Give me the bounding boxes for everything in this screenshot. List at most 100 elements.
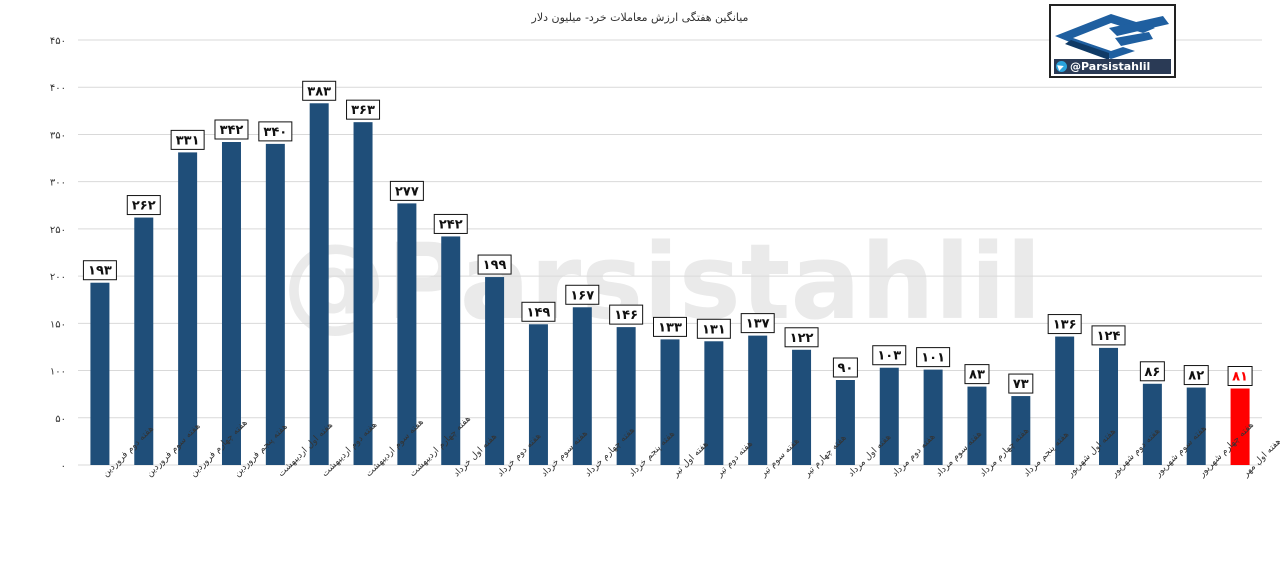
bar [528,324,548,465]
bar [265,143,285,465]
y-tick-label: ۳۰۰ [50,178,66,189]
data-label-box [258,121,293,142]
data-label: ۱۴۹ [527,305,551,320]
data-label-box [740,313,775,334]
bar [221,142,241,465]
data-label-box [126,195,161,216]
bar [485,277,505,465]
bar [134,217,154,465]
data-label: ۲۴۲ [439,217,463,232]
data-label-box [1139,361,1165,382]
data-label: ۱۰۳ [877,349,901,364]
bar [353,122,373,466]
brand-logo: @Parsistahlil [1049,4,1176,78]
data-label: ۱۲۲ [790,331,814,346]
data-labels: ۱۹۳ ۲۶۲ ۳۳۱ ۳۴۲ ۳۴۰ ۳۸۳ ۳۶۳ ۲۷۷ ۲۴۲ ۱۹۹ ۱۴۹ ۱۶۷ ۱۴۶ ۱… [82,80,1253,394]
bar [792,349,812,465]
data-label: ۸۲ [1188,369,1204,384]
data-label: ۱۳۱ [702,322,726,337]
data-label: ۹۰ [837,361,853,376]
telegram-icon [1056,61,1067,72]
bar [967,386,987,465]
data-label: ۱۰۱ [921,351,945,366]
y-tick-label: ۱۰۰ [50,367,66,378]
data-label: ۷۳ [1013,377,1029,392]
bar [178,152,198,465]
bar [1186,387,1206,465]
y-tick-label: ۳۵۰ [50,130,66,141]
data-label: ۱۳۳ [658,320,682,335]
y-tick-label: ۵۰ [55,414,66,425]
data-label: ۸۳ [969,368,985,383]
bar [572,307,592,465]
data-label: ۱۴۶ [614,308,638,323]
data-label-box [1047,314,1082,335]
bar [1142,383,1162,465]
data-label-box [302,80,337,101]
y-tick-label: ۲۰۰ [50,272,66,283]
data-label: ۸۶ [1144,365,1160,380]
data-label-box [82,260,117,281]
data-label-box [916,347,951,368]
data-label-box [346,99,381,120]
bar [1099,347,1119,465]
data-label-box [1091,325,1126,346]
data-label: ۸۱ [1232,370,1248,385]
y-tick-label: ۲۵۰ [50,225,66,236]
y-tick-label: ۴۵۰ [50,36,66,47]
data-label: ۱۳۶ [1053,318,1077,333]
logo-mark-icon [1055,14,1169,60]
data-label-box [389,180,424,201]
data-label-box [872,345,907,366]
data-label: ۱۶۷ [570,288,594,303]
bar [441,236,461,465]
data-label: ۳۴۲ [220,123,244,138]
data-label-box [832,357,858,378]
data-label-box [653,316,687,337]
bar [660,339,680,465]
bar [90,282,110,465]
data-label: ۲۷۷ [395,184,419,199]
data-label: ۱۹۹ [483,258,507,273]
data-label-box [170,129,205,150]
bar [309,103,329,466]
data-label-box [521,301,556,322]
bar [923,369,943,465]
data-label-box [214,119,249,140]
y-tick-label: ۰ [61,461,66,472]
data-label-box [1183,365,1209,386]
bar [1011,396,1031,465]
data-label: ۳۴۰ [263,125,287,140]
data-label-box [477,254,512,275]
bar [616,327,636,465]
bar [1055,336,1075,465]
data-label: ۱۲۴ [1097,329,1121,344]
bars [90,103,1250,466]
y-tick-label: ۴۰۰ [50,83,66,94]
bar [835,380,855,465]
data-label-box [964,364,990,385]
bar [879,367,899,465]
data-label: ۱۹۳ [88,264,112,279]
data-label-box [784,327,819,348]
y-tick-label: ۱۵۰ [50,319,66,330]
data-label: ۳۳۱ [176,133,200,148]
data-label: ۳۶۳ [351,103,375,118]
bar [748,335,768,465]
y-axis: ۰ ۵۰ ۱۰۰ ۱۵۰ ۲۰۰ ۲۵۰ ۳۰۰ ۳۵۰ ۴۰۰ ۴۵۰ [50,36,66,472]
data-label-box [433,213,468,234]
data-label-box [696,318,731,339]
data-label-box [609,304,644,325]
chart-title: میانگین هفتگی ارزش معاملات خرد- میلیون د… [531,11,749,24]
data-label-box [1227,366,1253,386]
bar [704,341,724,465]
logo-handle: @Parsistahlil [1054,59,1171,74]
data-label: ۱۳۷ [746,317,770,332]
data-label-box [565,284,600,305]
bar [1230,388,1250,465]
bar [397,203,417,465]
data-label-box [1008,373,1034,394]
data-label: ۲۶۲ [132,199,156,214]
logo-handle-text: @Parsistahlil [1070,60,1151,73]
